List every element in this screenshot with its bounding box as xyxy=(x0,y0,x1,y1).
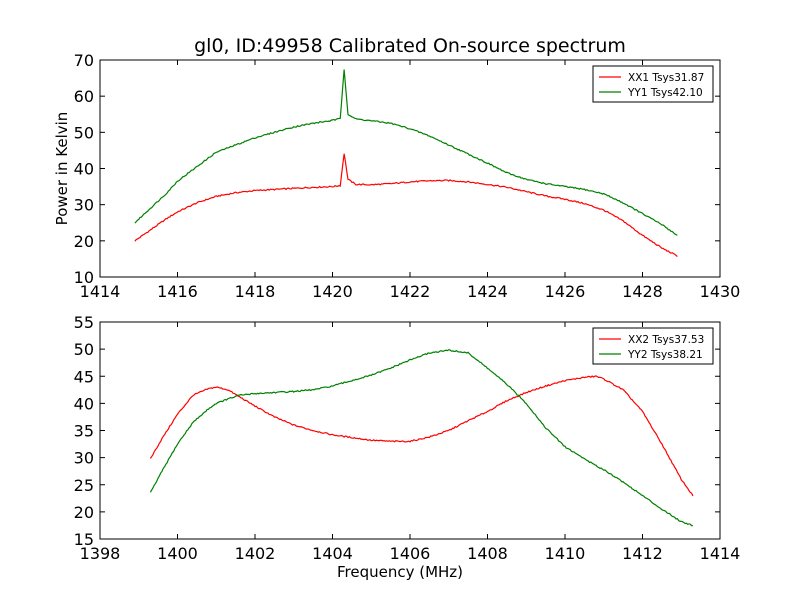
legend-box xyxy=(592,327,714,365)
x-tick-label: 1426 xyxy=(545,282,586,301)
x-tick-label: 1414 xyxy=(700,544,741,563)
x-tick-label: 1404 xyxy=(312,544,353,563)
y-tick-label: 50 xyxy=(74,340,94,359)
x-tick-label: 1414 xyxy=(80,282,121,301)
x-axis-title: Frequency (MHz) xyxy=(337,563,463,581)
y-tick-label: 70 xyxy=(74,51,94,70)
x-tick-label: 1406 xyxy=(390,544,431,563)
y-tick-label: 60 xyxy=(74,87,94,106)
x-tick-label: 1424 xyxy=(467,282,508,301)
y-tick-label: 40 xyxy=(74,394,94,413)
bottom-panel: 1398 1400 1402 1404 1406 1408 1410 1412 1414 15 20… xyxy=(74,313,741,581)
y-tick-label: 10 xyxy=(74,268,94,287)
y-tick-label: 40 xyxy=(74,160,94,179)
x-tick-label: 1416 xyxy=(157,282,198,301)
x-tick-label: 1418 xyxy=(235,282,276,301)
chart-title: gl0, ID:49958 Calibrated On-source spect… xyxy=(194,35,626,57)
x-tick-label: 1398 xyxy=(80,544,121,563)
x-tick-label: 1400 xyxy=(157,544,198,563)
legend-entry: XX1 Tsys31.87 xyxy=(628,72,704,84)
y-tick-label: 45 xyxy=(74,367,94,386)
x-tick-label: 1408 xyxy=(467,544,508,563)
x-tick-label: 1422 xyxy=(390,282,431,301)
x-tick-label: 1428 xyxy=(622,282,663,301)
y-tick-label: 35 xyxy=(74,422,94,441)
y-tick-label: 50 xyxy=(74,123,94,142)
legend-entry: YY1 Tsys42.10 xyxy=(627,87,703,99)
x-tick-label: 1430 xyxy=(700,282,741,301)
x-tick-label: 1412 xyxy=(622,544,663,563)
series-line-xx1 xyxy=(134,153,678,258)
y-tick-label: 20 xyxy=(74,503,94,522)
y-tick-label: 20 xyxy=(74,232,94,251)
x-tick-label: 1410 xyxy=(545,544,586,563)
y-tick-label: 55 xyxy=(74,313,94,332)
y-tick-label: 25 xyxy=(74,476,94,495)
series-line-xx2 xyxy=(149,375,694,497)
x-tick-label: 1420 xyxy=(312,282,353,301)
series-line-yy1 xyxy=(134,69,678,236)
y-tick-label: 15 xyxy=(74,530,94,549)
series-line-yy2 xyxy=(149,348,693,527)
legend-entry: YY2 Tsys38.21 xyxy=(627,349,703,361)
y-axis-title: Power in Kelvin xyxy=(53,112,71,226)
x-tick-label: 1402 xyxy=(235,544,276,563)
y-tick-label: 30 xyxy=(74,196,94,215)
legend-entry: XX2 Tsys37.53 xyxy=(628,334,704,346)
y-tick-label: 30 xyxy=(74,449,94,468)
legend-box xyxy=(592,65,714,103)
top-panel: 1414 1416 1418 1420 1422 1424 1426 1428 1430 10 20… xyxy=(53,51,740,301)
